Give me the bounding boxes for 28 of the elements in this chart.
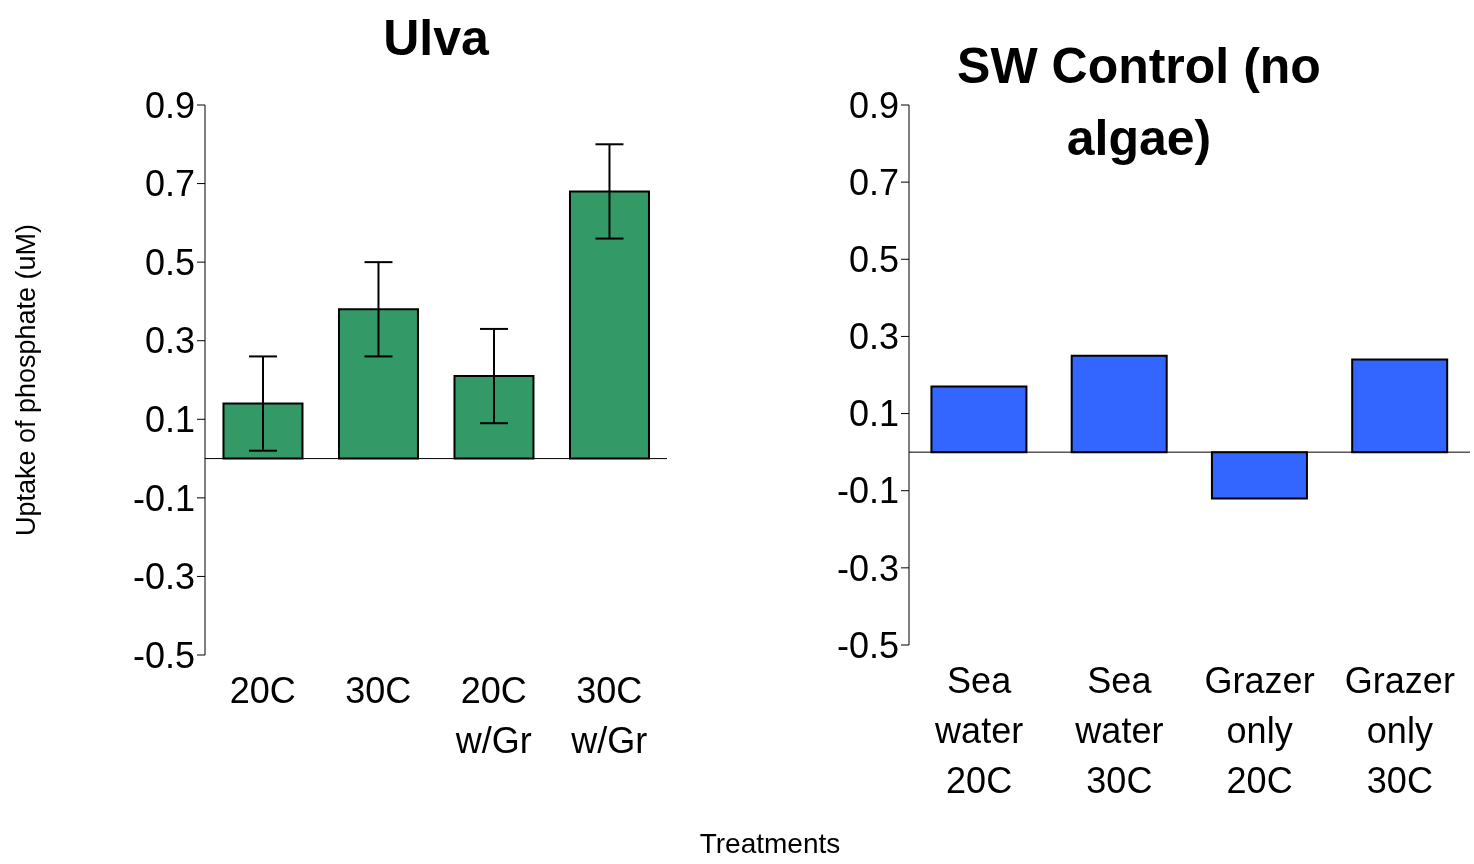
y-tick-label: 0.5 [144,241,195,283]
x-tick-label: 20C [229,670,296,711]
y-tick-label: -0.5 [836,624,899,666]
x-tick-label: Grazer only 30C [1344,660,1455,801]
y-tick-label: -0.1 [836,470,899,512]
y-tick-label: 0.7 [144,163,195,205]
y-tick-label: 0.1 [144,399,195,441]
x-axis-title: Treatments [698,828,842,860]
y-tick-label: 0.1 [848,393,899,435]
y-tick-label: -0.3 [836,547,899,589]
y-tick-label: 0.7 [848,161,899,203]
chart-title: Ulva [382,9,490,68]
y-tick-label: -0.5 [132,634,195,676]
y-tick-label: -0.3 [132,556,195,598]
x-tick-label: Sea water 30C [1074,660,1164,801]
x-tick-label: 30C [345,670,412,711]
y-tick-label: 0.9 [144,84,195,126]
chart-title: SW Control (no algae) [956,37,1322,168]
x-tick-label: Sea water 20C [934,660,1024,801]
x-tick-label: Grazer only 20C [1204,660,1315,801]
x-tick-label: 30C w/Gr [570,670,648,761]
x-tick-label: 20C w/Gr [454,670,532,761]
y-tick-label: 0.3 [848,316,899,358]
y-tick-label: -0.1 [132,477,195,519]
y-tick-label: 0.5 [848,239,899,281]
y-tick-label: 0.3 [144,320,195,362]
y-tick-label: 0.9 [848,84,899,126]
y-axis-title: Uptake of phosphate (uM) [10,223,41,537]
